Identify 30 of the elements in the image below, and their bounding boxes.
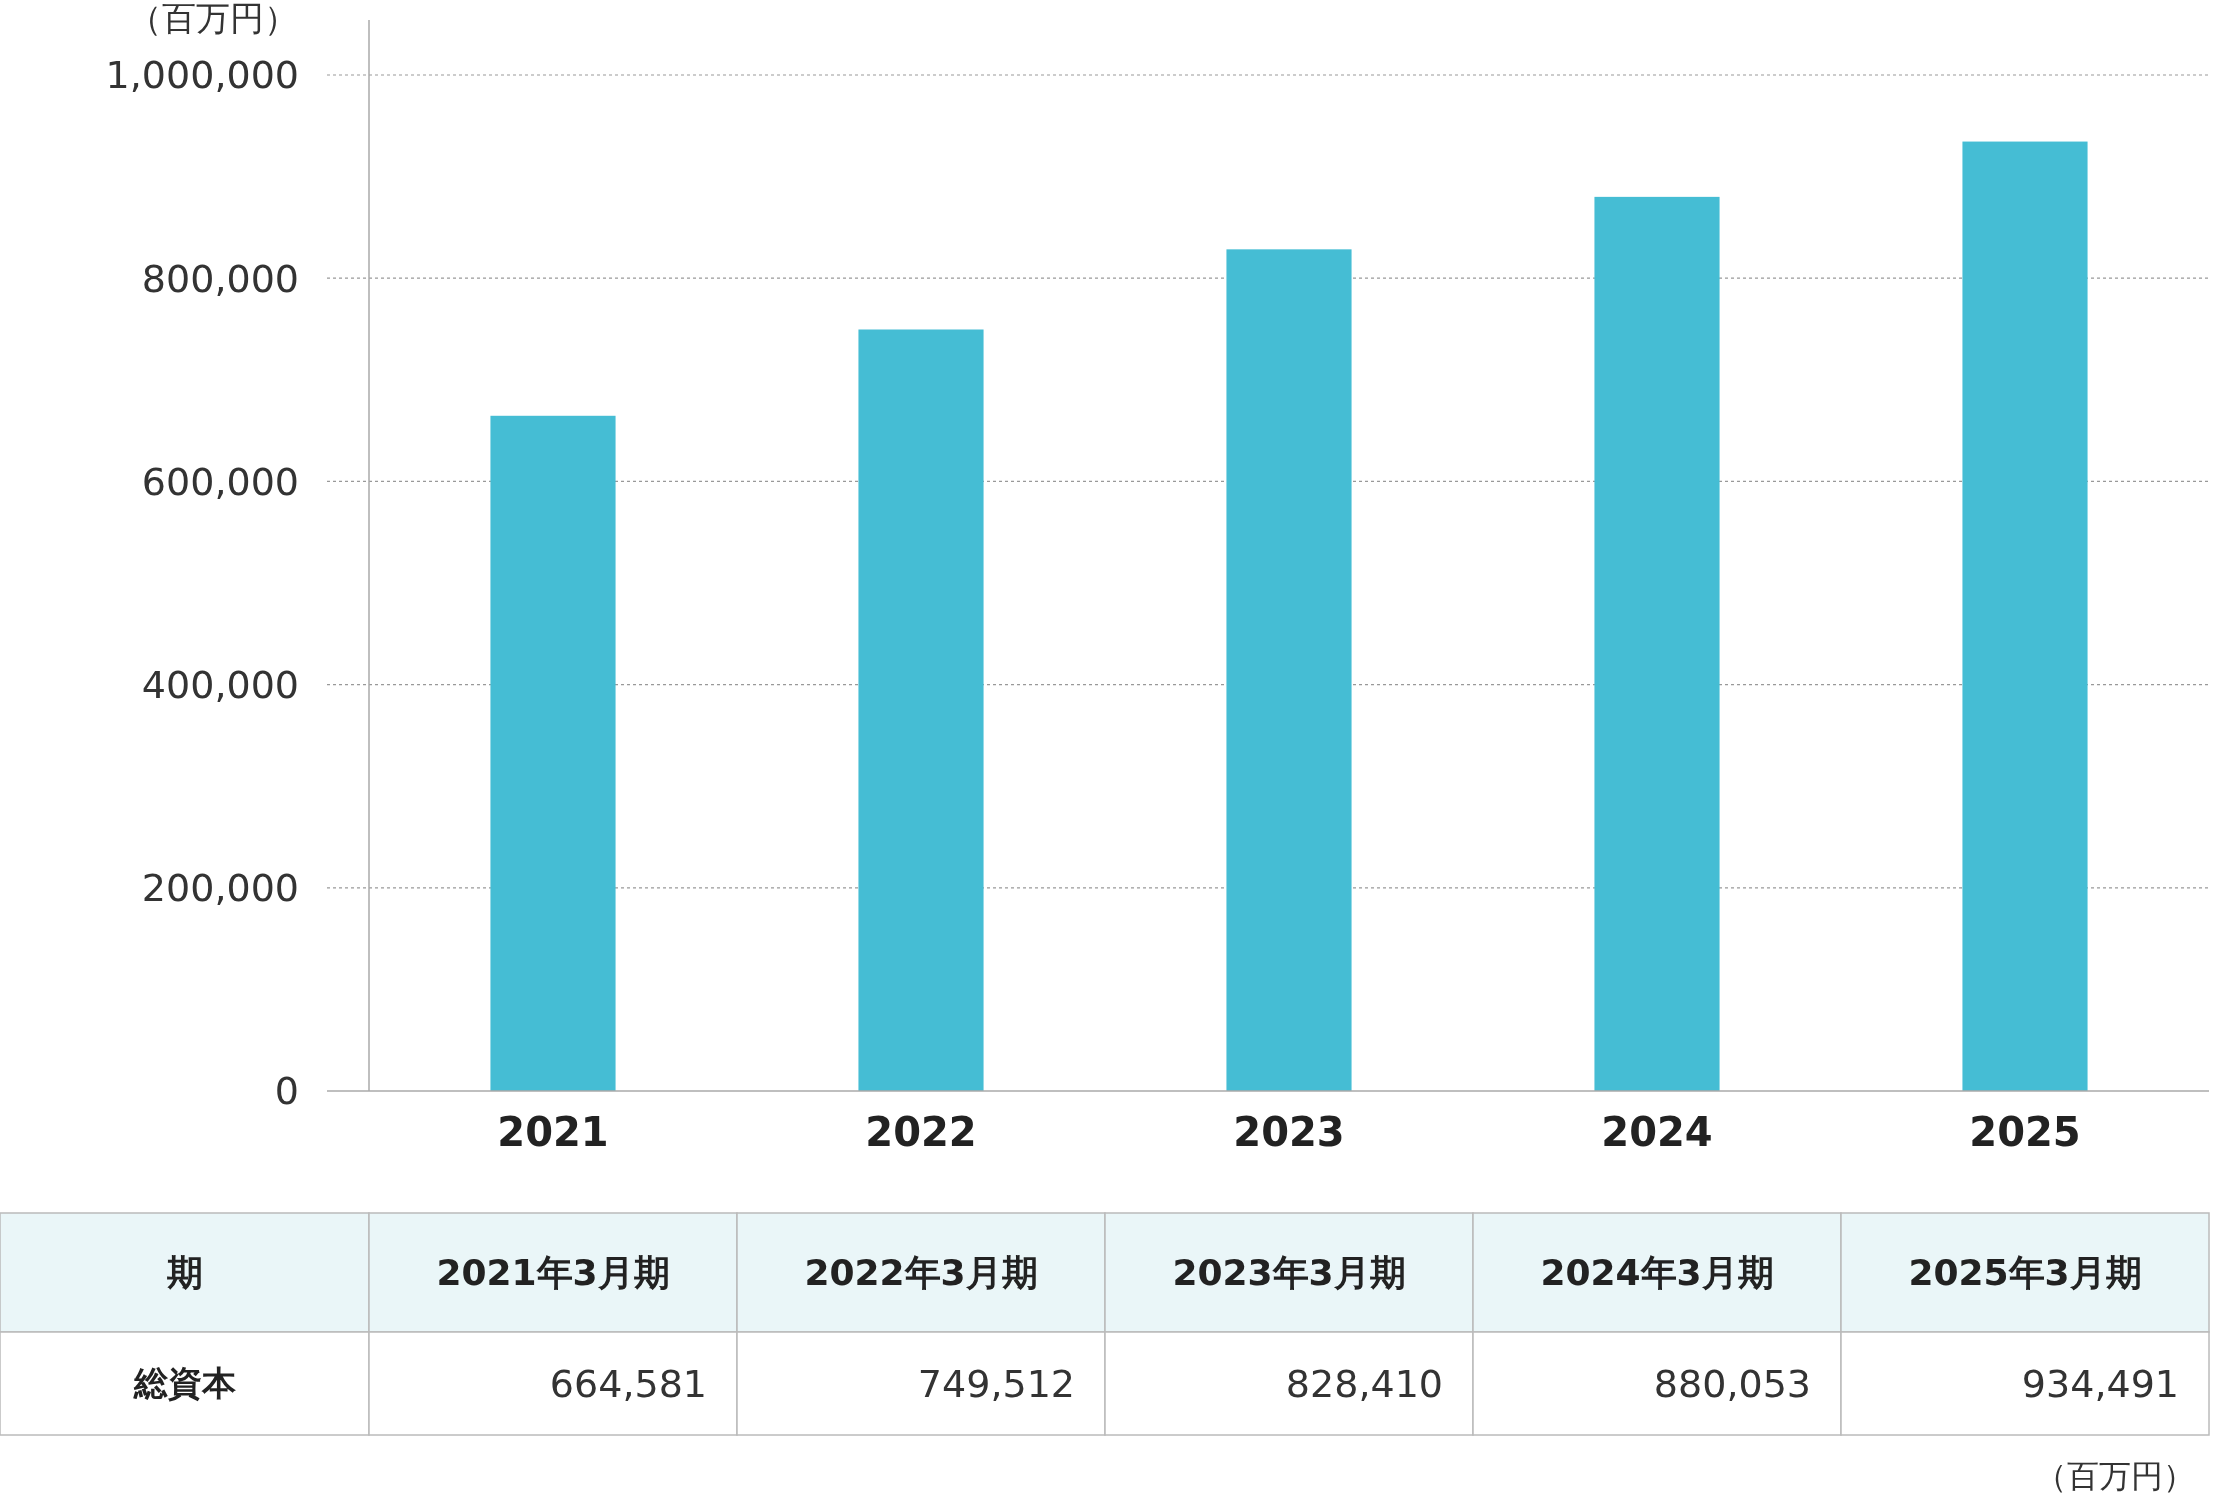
- text: （百万円）: [2035, 1457, 2195, 1496]
- x-tick-label: 2021: [497, 1109, 609, 1155]
- y-tick-label: 0: [274, 1069, 299, 1114]
- y-tick-label: 1,000,000: [105, 53, 299, 98]
- data-label: 749,512: [917, 1361, 1075, 1406]
- data-label: 934,491: [2021, 1361, 2179, 1406]
- y-axis-title: （百万円）: [128, 0, 298, 38]
- text: 2022年3月期: [804, 1252, 1038, 1294]
- text: 総資本: [132, 1363, 237, 1404]
- x-tick-label: 2024: [1601, 1109, 1713, 1155]
- bar: [858, 329, 984, 1091]
- x-tick-label: 2025: [1969, 1109, 2081, 1155]
- text: 2021年3月期: [436, 1252, 670, 1294]
- x-tick-label: 2023: [1233, 1109, 1345, 1155]
- y-tick-label: 200,000: [141, 866, 299, 911]
- text: 期: [166, 1252, 203, 1294]
- text: 2023年3月期: [1172, 1252, 1406, 1294]
- bar: [1962, 141, 2088, 1091]
- y-tick-label: 600,000: [141, 459, 299, 504]
- x-tick-label: 2022: [865, 1109, 977, 1155]
- y-tick-label: 800,000: [141, 256, 299, 301]
- bar: [490, 415, 616, 1091]
- y-tick-label: 400,000: [141, 662, 299, 707]
- bar: [1226, 249, 1352, 1091]
- bar: [1594, 196, 1720, 1091]
- data-label: 828,410: [1285, 1361, 1443, 1406]
- data-label: 880,053: [1653, 1361, 1811, 1406]
- text: 2024年3月期: [1540, 1252, 1774, 1294]
- data-label: 664,581: [549, 1361, 707, 1406]
- text: 2025年3月期: [1908, 1252, 2142, 1294]
